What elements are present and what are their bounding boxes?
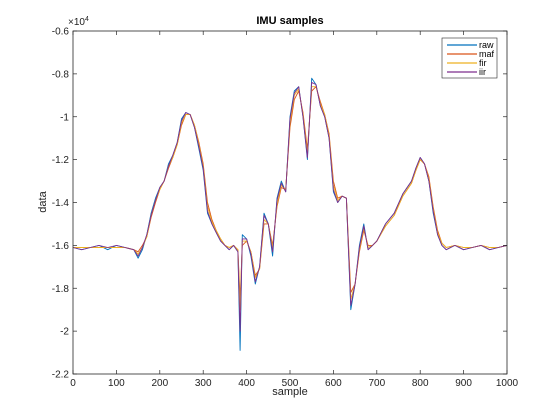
x-tick-label: 600 <box>325 378 342 389</box>
y-tick-label: -0.6 <box>52 27 70 38</box>
y-tick-label: -1 <box>60 112 69 123</box>
series-layer <box>72 77 508 351</box>
y-tick-label: -1.6 <box>52 241 70 252</box>
x-tick-label: 700 <box>368 378 385 389</box>
x-axis-label: sample <box>272 386 307 398</box>
x-tick-label: 100 <box>108 378 125 389</box>
x-tick-label: 900 <box>455 378 472 389</box>
y-tick-label: -1.2 <box>52 155 70 166</box>
x-tick-label: 400 <box>238 378 255 389</box>
y-axis-exponent-power: 4 <box>85 16 89 23</box>
x-axis-ticks: 0 100 200 300 400 500 600 700 800 900 1000 <box>70 31 519 389</box>
y-tick-label: -2.2 <box>52 370 70 381</box>
legend-label-iir: iir <box>479 67 486 77</box>
y-axis-ticks: -2.2 -2 -1.8 -1.6 -1.4 -1.2 -1 -0.8 -0.6 <box>52 27 507 381</box>
x-tick-label: 800 <box>412 378 429 389</box>
legend-label-raw: raw <box>479 40 494 50</box>
x-tick-label: 300 <box>195 378 212 389</box>
y-tick-label: -1.8 <box>52 284 70 295</box>
legend-label-fir: fir <box>479 58 487 68</box>
x-tick-label: 500 <box>282 378 299 389</box>
y-tick-label: -1.4 <box>52 198 70 209</box>
series-line-iir <box>72 81 508 332</box>
chart-title: IMU samples <box>256 15 323 27</box>
x-tick-label: 0 <box>70 378 76 389</box>
y-axis-exponent: ×104 <box>68 16 89 28</box>
legend-label-maf: maf <box>479 49 495 59</box>
y-axis-exponent-base: ×10 <box>68 17 85 28</box>
y-tick-label: -0.8 <box>52 69 70 80</box>
plot-area <box>73 31 507 374</box>
y-axis-label: data <box>37 190 49 212</box>
x-tick-label: 200 <box>151 378 168 389</box>
y-tick-label: -2 <box>60 327 69 338</box>
x-tick-label: 1000 <box>496 378 519 389</box>
